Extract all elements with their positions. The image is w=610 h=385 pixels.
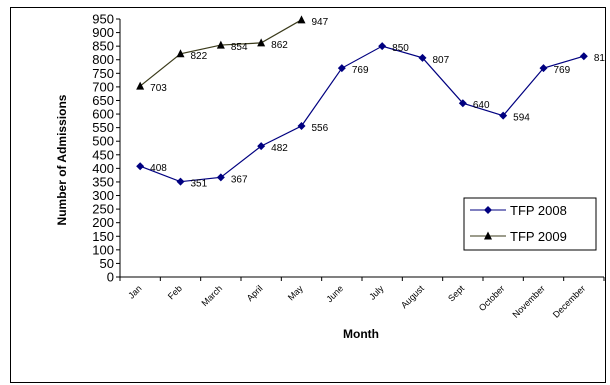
y-tick-label: 650 — [92, 93, 114, 108]
data-label: 640 — [473, 100, 490, 111]
data-point-diamond — [378, 42, 386, 50]
x-tick-label: August — [399, 283, 426, 310]
legend-label-tfp-2008: TFP 2008 — [510, 203, 567, 218]
y-tick-label: 750 — [92, 66, 114, 81]
data-label: 947 — [312, 17, 329, 28]
x-tick-label: April — [245, 283, 265, 303]
y-tick-label: 200 — [92, 215, 114, 230]
data-label: 482 — [271, 143, 288, 154]
x-tick-label: May — [286, 283, 305, 302]
y-tick-label: 550 — [92, 120, 114, 135]
y-tick-label: 500 — [92, 134, 114, 149]
data-label: 594 — [513, 113, 530, 124]
y-tick-label: 400 — [92, 161, 114, 176]
y-tick-label: 0 — [107, 270, 114, 285]
data-label: 822 — [191, 51, 208, 62]
data-label: 854 — [231, 42, 248, 53]
y-tick-label: 150 — [92, 229, 114, 244]
y-tick-label: 600 — [92, 107, 114, 122]
x-tick-label: July — [367, 283, 386, 302]
y-tick-label: 950 — [92, 12, 114, 27]
data-label: 769 — [554, 65, 571, 76]
y-tick-label: 800 — [92, 52, 114, 67]
series-layer — [136, 15, 588, 185]
data-label: 769 — [352, 65, 369, 76]
data-label: 408 — [150, 163, 167, 174]
y-tick-label: 850 — [92, 39, 114, 54]
y-tick-label: 50 — [100, 256, 114, 271]
data-point-diamond — [580, 52, 588, 60]
y-axis-title: Number of Admissions — [55, 94, 69, 225]
x-tick-label: June — [324, 283, 345, 304]
x-tick-label: October — [477, 283, 507, 313]
y-tick-label: 300 — [92, 188, 114, 203]
data-label: 81 — [594, 53, 606, 64]
x-tick-label: Sept — [446, 283, 467, 304]
y-tick-label: 700 — [92, 79, 114, 94]
data-point-diamond — [338, 64, 346, 72]
x-tick-label: November — [510, 283, 546, 319]
y-tick-label: 450 — [92, 147, 114, 162]
data-point-diamond — [298, 122, 306, 130]
data-label: 807 — [433, 55, 450, 66]
series-line-tfp-2009 — [140, 20, 301, 86]
data-label: 703 — [150, 83, 167, 94]
x-axis-title: Month — [343, 327, 379, 341]
data-label: 556 — [312, 123, 329, 134]
data-label: 367 — [231, 174, 248, 185]
data-point-triangle — [298, 15, 306, 23]
data-point-diamond — [177, 178, 185, 186]
x-tick-label: December — [551, 283, 587, 319]
y-axis: 0501001502002503003504004505005506006507… — [92, 12, 120, 285]
legend: TFP 2008 TFP 2009 — [464, 198, 596, 250]
data-point-diamond — [136, 162, 144, 170]
data-label: 862 — [271, 40, 288, 51]
data-label: 351 — [191, 179, 208, 190]
legend-label-tfp-2009: TFP 2009 — [510, 229, 567, 244]
data-point-triangle — [257, 38, 265, 46]
y-tick-label: 250 — [92, 202, 114, 217]
x-tick-label: Feb — [166, 283, 184, 301]
data-label: 850 — [392, 43, 409, 54]
x-axis: Jan Feb March April May June July August Sept Oct… — [120, 277, 604, 320]
y-tick-label: 100 — [92, 242, 114, 257]
x-tick-label: March — [199, 283, 224, 308]
data-labels: 408 351 367 482 556 769 850 807 640 594 769 81 703 82… — [150, 17, 605, 190]
y-tick-label: 900 — [92, 25, 114, 40]
data-point-triangle — [136, 82, 144, 90]
y-tick-label: 350 — [92, 174, 114, 189]
x-tick-label: Jan — [126, 283, 143, 300]
